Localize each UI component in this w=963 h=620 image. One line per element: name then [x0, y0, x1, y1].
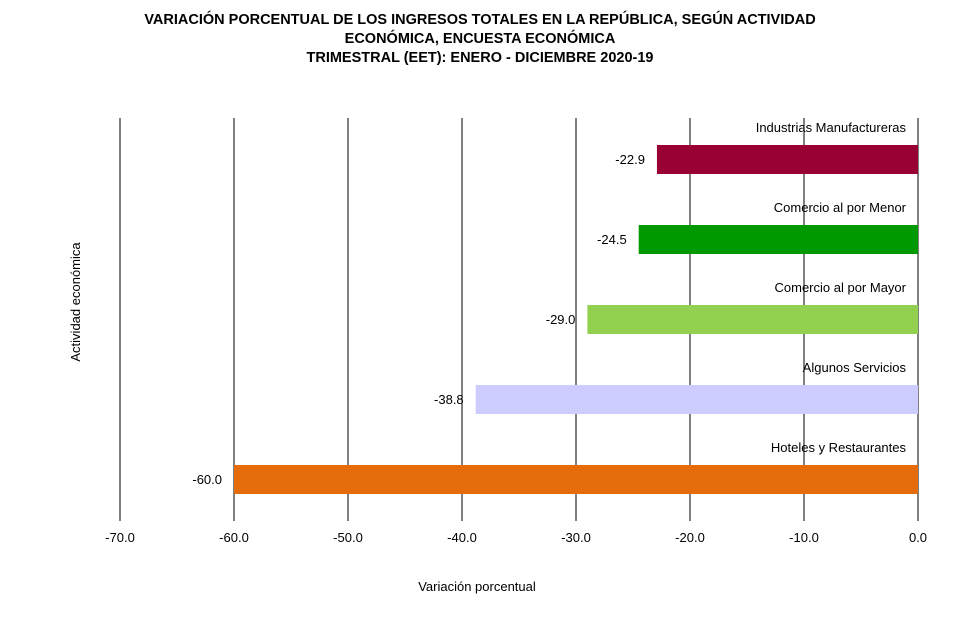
- x-tick-label: -30.0: [561, 530, 591, 545]
- value-label: -24.5: [597, 232, 627, 247]
- y-axis-title: Actividad económica: [68, 242, 83, 362]
- bar: [475, 385, 918, 414]
- category-label: Algunos Servicios: [803, 360, 907, 375]
- bar: [656, 145, 918, 174]
- x-tick-label: -20.0: [675, 530, 705, 545]
- x-axis-title: Variación porcentual: [418, 579, 536, 594]
- value-label: -29.0: [546, 312, 576, 327]
- category-label: Comercio al por Menor: [774, 200, 907, 215]
- chart-title-line-2: ECONÓMICA, ENCUESTA ECONÓMICA: [345, 29, 616, 47]
- value-label: -38.8: [434, 392, 464, 407]
- x-tick-label: -70.0: [105, 530, 135, 545]
- x-tick-label: -50.0: [333, 530, 363, 545]
- bar: [234, 465, 918, 494]
- x-tick-label: -60.0: [219, 530, 249, 545]
- bar: [587, 305, 918, 334]
- x-tick-label: -40.0: [447, 530, 477, 545]
- chart-title-line-1: VARIACIÓN PORCENTUAL DE LOS INGRESOS TOT…: [144, 10, 815, 28]
- bar: [638, 225, 918, 254]
- category-label: Hoteles y Restaurantes: [771, 440, 907, 455]
- value-label: -22.9: [615, 152, 645, 167]
- x-tick-label: -10.0: [789, 530, 819, 545]
- x-tick-label: 0.0: [909, 530, 927, 545]
- chart-title-line-3: TRIMESTRAL (EET): ENERO - DICIEMBRE 2020…: [307, 50, 654, 66]
- category-label: Comercio al por Mayor: [775, 280, 907, 295]
- category-label: Industrias Manufactureras: [756, 120, 907, 135]
- value-label: -60.0: [192, 472, 222, 487]
